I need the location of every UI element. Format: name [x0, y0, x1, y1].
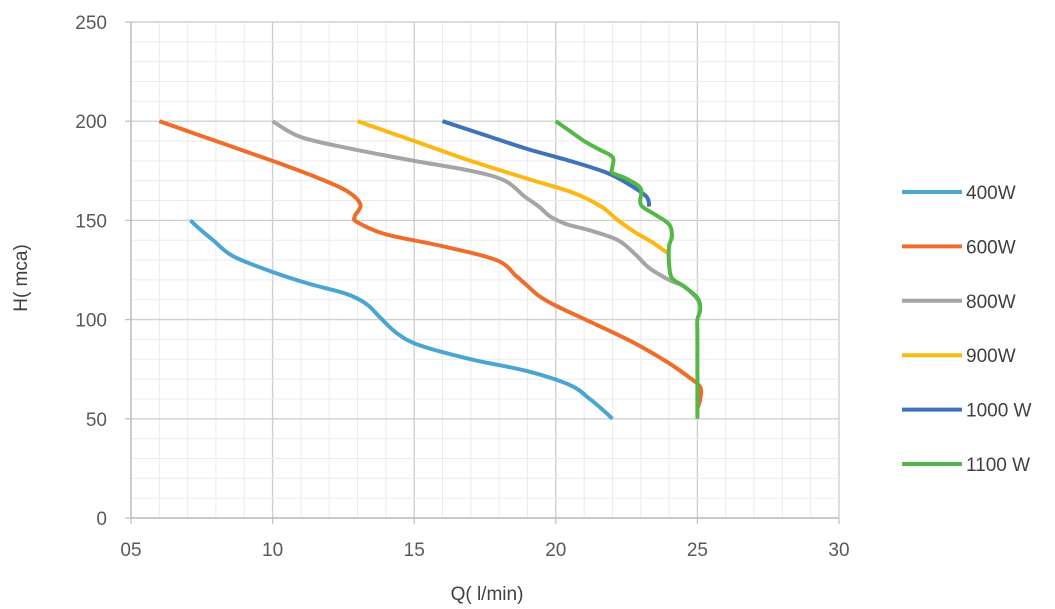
- x-axis-label: Q( l/min): [451, 584, 524, 605]
- legend-label: 900W: [966, 346, 1016, 367]
- y-tick-label: 50: [86, 410, 107, 431]
- y-tick-label: 100: [75, 311, 107, 332]
- legend-label: 400W: [966, 183, 1016, 204]
- x-tick-label: 30: [828, 540, 849, 561]
- legend-entry-400w: 400W: [902, 183, 1016, 204]
- x-tick-label: 15: [404, 540, 425, 561]
- legend: 400W 600W 800W 900W 1000 W 1100 W: [902, 183, 1032, 476]
- legend-label: 1100 W: [966, 455, 1030, 476]
- x-tick-label: 25: [687, 540, 708, 561]
- series-line-800w: [271, 119, 702, 305]
- legend-entry-900w: 900W: [902, 346, 1016, 367]
- legend-entry-1000w: 1000 W: [902, 401, 1032, 422]
- y-tick-labels: 0 50 100 150 200 250: [75, 13, 107, 530]
- x-tick-labels: 05 10 15 20 25 30: [120, 540, 849, 561]
- series-line-600w: [158, 119, 704, 410]
- legend-entry-600w: 600W: [902, 237, 1016, 258]
- legend-label: 1000 W: [966, 401, 1032, 422]
- y-tick-label: 200: [75, 112, 107, 133]
- series-line-1000w: [441, 119, 652, 208]
- series-line-400w: [189, 218, 614, 421]
- series-line-900w: [356, 119, 671, 256]
- x-tick-label: 20: [545, 540, 566, 561]
- legend-label: 800W: [966, 292, 1016, 313]
- legend-entry-1100w: 1100 W: [902, 455, 1030, 476]
- y-tick-label: 250: [75, 13, 107, 34]
- series-lines: [158, 119, 704, 421]
- legend-entry-800w: 800W: [902, 292, 1016, 313]
- axes: [125, 21, 840, 524]
- series-line-1100w: [554, 119, 703, 419]
- legend-label: 600W: [966, 237, 1016, 258]
- y-tick-label: 150: [75, 211, 107, 232]
- y-tick-label: 0: [96, 509, 107, 530]
- x-tick-label: 10: [262, 540, 283, 561]
- grid: [130, 21, 840, 519]
- y-axis-label: H( mca): [11, 244, 32, 312]
- x-tick-label: 05: [120, 540, 141, 561]
